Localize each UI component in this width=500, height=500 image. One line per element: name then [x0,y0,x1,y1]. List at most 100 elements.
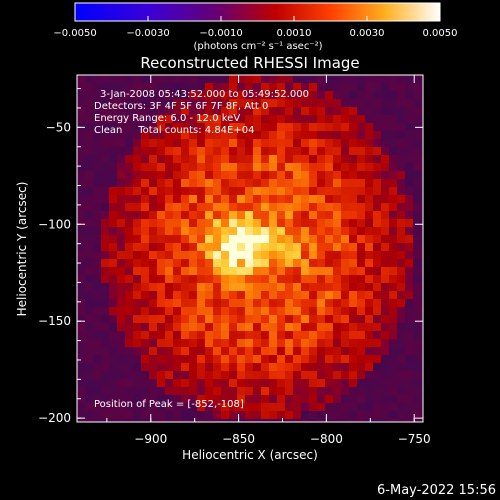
heatmap-pixel [85,259,93,267]
heatmap-pixel [325,411,333,419]
heatmap-pixel [325,147,333,155]
heatmap-pixel [293,83,301,91]
heatmap-pixel [357,283,365,291]
heatmap-pixel [237,259,245,267]
heatmap-pixel [261,163,269,171]
heatmap-pixel [197,323,205,331]
heatmap-pixel [293,123,301,131]
heatmap-pixel [197,179,205,187]
heatmap-pixel [133,387,141,395]
heatmap-pixel [197,251,205,259]
heatmap-pixel [221,107,229,115]
heatmap-pixel [317,307,325,315]
heatmap-pixel [205,91,213,99]
heatmap-pixel [189,131,197,139]
heatmap-pixel [117,99,125,107]
heatmap-pixel [373,363,381,371]
heatmap-pixel [397,131,405,139]
heatmap-pixel [101,91,109,99]
heatmap-pixel [373,411,381,419]
heatmap-pixel [197,163,205,171]
heatmap-pixel [85,163,93,171]
heatmap-pixel [237,323,245,331]
heatmap-pixel [253,259,261,267]
heatmap-pixel [301,83,309,91]
heatmap-pixel [301,411,309,419]
heatmap-pixel [357,339,365,347]
heatmap-pixel [85,339,93,347]
heatmap-pixel [165,371,173,379]
heatmap-pixel [165,211,173,219]
heatmap-pixel [373,219,381,227]
heatmap-pixel [269,315,277,323]
heatmap-pixel [253,371,261,379]
heatmap-pixel [301,115,309,123]
heatmap-pixel [389,283,397,291]
heatmap-pixel [229,283,237,291]
heatmap-pixel [333,115,341,123]
heatmap-pixel [149,355,157,363]
heatmap-pixel [365,211,373,219]
heatmap-pixel [189,275,197,283]
heatmap-pixel [237,195,245,203]
heatmap-pixel [261,195,269,203]
heatmap-pixel [245,91,253,99]
heatmap-pixel [421,115,423,123]
heatmap-pixel [133,115,141,123]
heatmap-pixel [77,219,85,227]
heatmap-pixel [349,219,357,227]
heatmap-pixel [349,403,357,411]
heatmap-pixel [357,131,365,139]
heatmap-pixel [157,227,165,235]
heatmap-pixel [285,147,293,155]
heatmap-pixel [77,347,85,355]
heatmap-pixel [85,235,93,243]
heatmap-pixel [189,267,197,275]
heatmap-pixel [245,131,253,139]
heatmap-pixel [381,315,389,323]
heatmap-pixel [261,131,269,139]
heatmap-pixel [197,387,205,395]
heatmap-pixel [189,235,197,243]
heatmap-pixel [117,187,125,195]
heatmap-pixel [389,371,397,379]
heatmap-pixel [277,379,285,387]
heatmap-pixel [149,123,157,131]
heatmap-pixel [157,371,165,379]
heatmap-pixel [277,187,285,195]
heatmap-pixel [93,171,101,179]
heatmap-pixel [181,219,189,227]
heatmap-pixel [109,355,117,363]
heatmap-pixel [77,75,85,83]
heatmap-pixel [109,91,117,99]
heatmap-pixel [197,219,205,227]
heatmap-pixel [221,339,229,347]
heatmap-pixel [77,419,85,422]
heatmap-pixel [237,267,245,275]
heatmap-pixel [125,107,133,115]
heatmap-pixel [245,379,253,387]
heatmap-pixel [253,75,261,83]
heatmap-pixel [349,91,357,99]
heatmap-pixel [317,411,325,419]
heatmap-pixel [125,203,133,211]
heatmap-pixel [269,107,277,115]
heatmap-pixel [221,115,229,123]
heatmap-pixel [213,75,221,83]
heatmap-pixel [341,315,349,323]
heatmap-pixel [333,395,341,403]
heatmap-pixel [269,339,277,347]
heatmap-pixel [205,243,213,251]
heatmap-pixel [125,379,133,387]
heatmap-pixel [93,219,101,227]
heatmap-pixel [149,75,157,83]
heatmap-pixel [109,219,117,227]
heatmap-pixel [405,171,413,179]
heatmap-pixel [317,387,325,395]
heatmap-pixel [349,163,357,171]
heatmap-pixel [357,91,365,99]
heatmap-pixel [277,275,285,283]
heatmap-pixel [141,243,149,251]
heatmap-pixel [285,171,293,179]
heatmap-pixel [125,395,133,403]
